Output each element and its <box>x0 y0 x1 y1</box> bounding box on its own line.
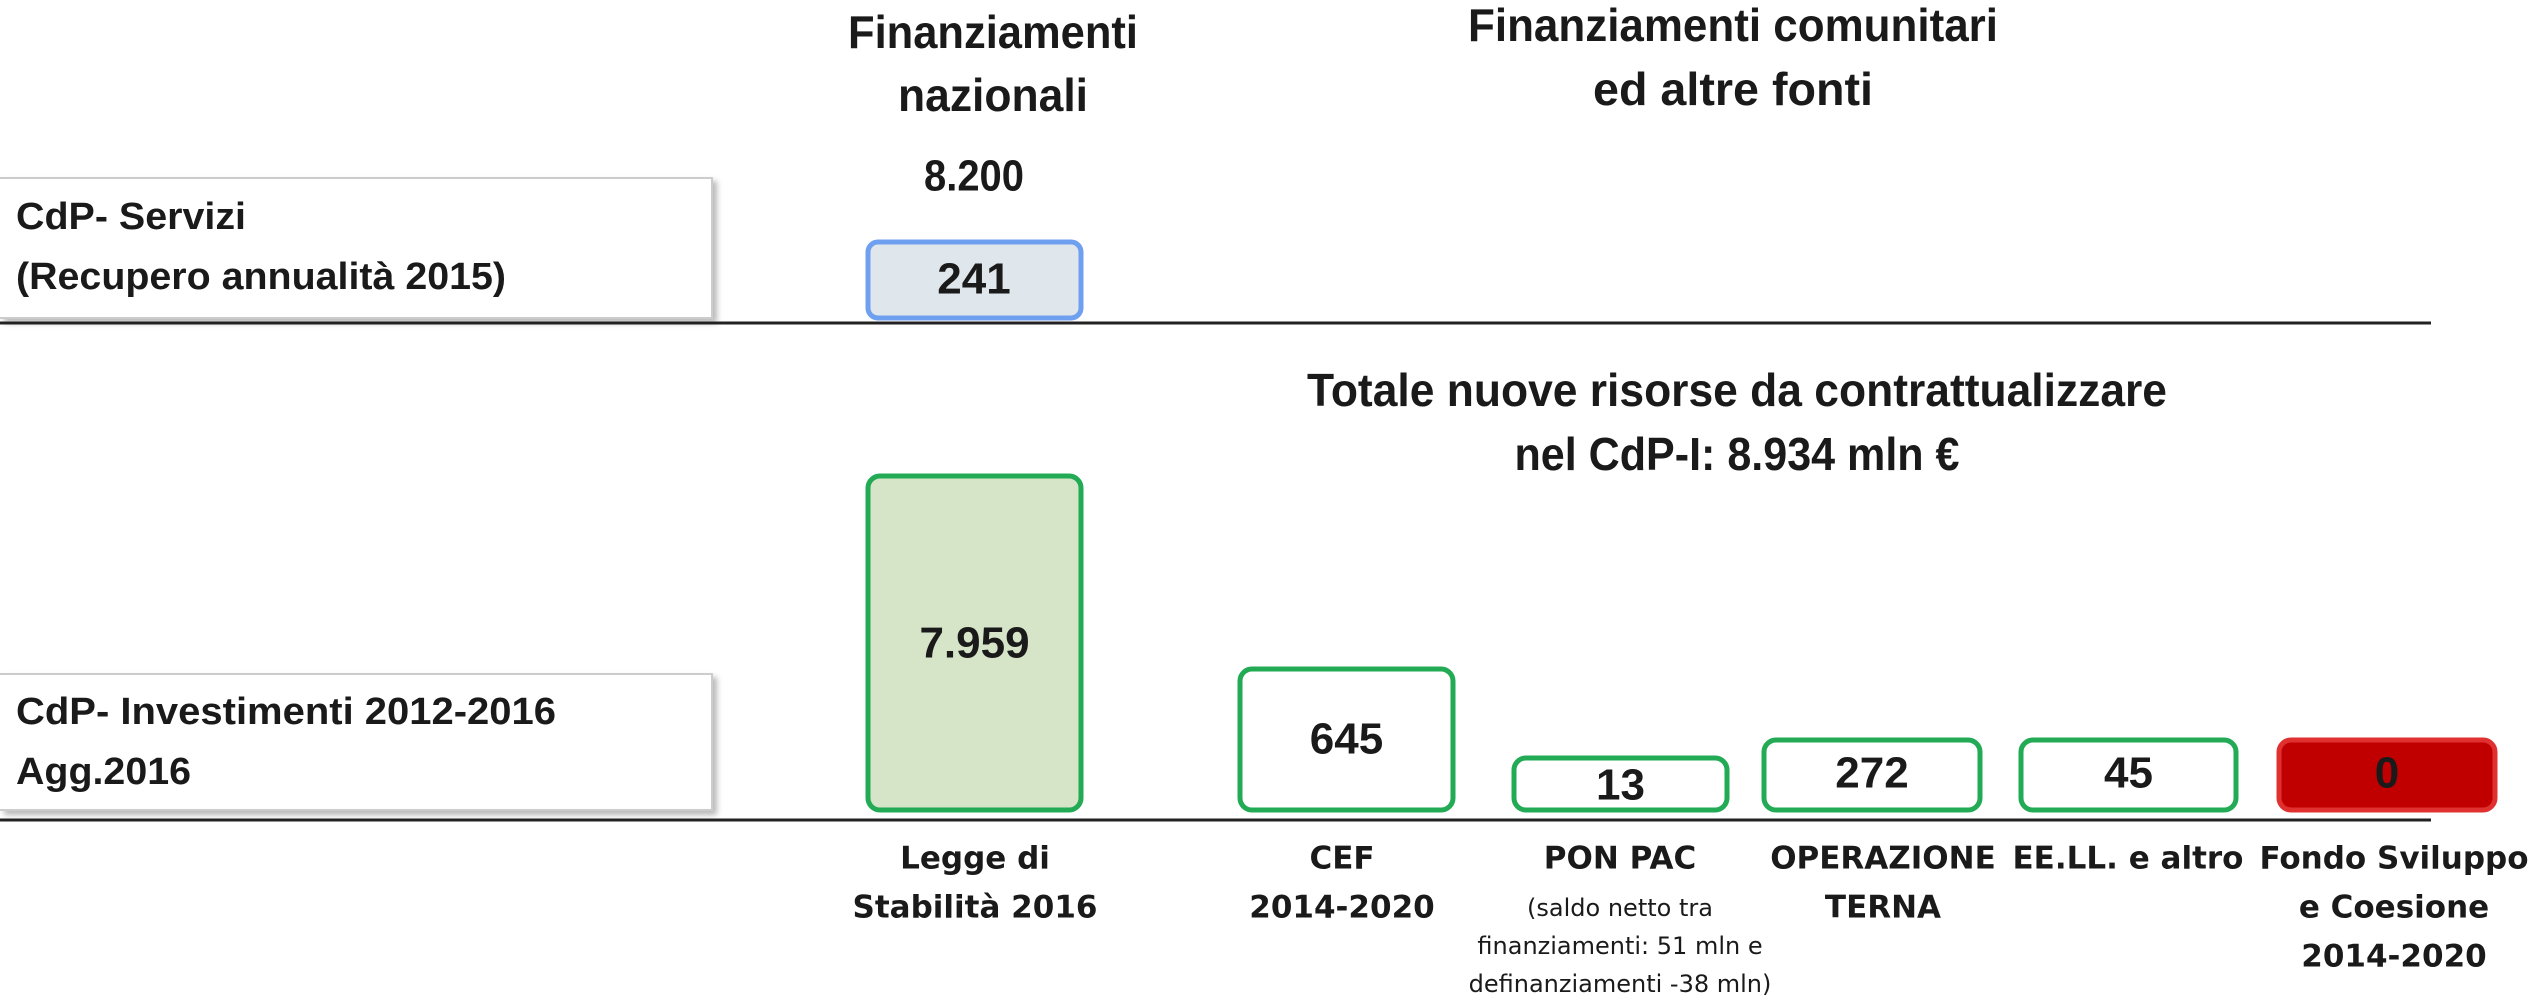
row-panel <box>0 673 713 811</box>
value-box <box>1511 755 1730 813</box>
total-title: nel CdP-I: 8.934 mln € <box>1515 428 1960 480</box>
box-caption: CEF <box>1309 841 1374 877</box>
value-box <box>1761 737 1983 813</box>
row-panel <box>0 177 713 319</box>
box-caption: e Coesione <box>2299 890 2489 926</box>
header: Finanziamenti <box>848 6 1138 58</box>
box-value: 13 <box>1596 761 1645 810</box>
box-value: 45 <box>2104 749 2153 798</box>
box-caption: TERNA <box>1825 890 1941 926</box>
total-value: 8.200 <box>924 152 1024 201</box>
total-title: Totale nuove risorse da contrattualizzar… <box>1307 364 2167 416</box>
box-caption: 2014-2020 <box>1249 890 1434 926</box>
header: Finanziamenti comunitari <box>1468 0 1998 51</box>
header: ed altre fonti <box>1593 63 1873 115</box>
value-box <box>1237 666 1456 813</box>
value-box <box>865 473 1084 813</box>
box-note: finanziamenti: 51 mln e <box>1477 932 1762 960</box>
box-note: definanziamenti -38 mln) <box>1469 970 1772 998</box>
box-value: 0 <box>2375 749 2399 798</box>
box-caption: Legge di <box>900 841 1050 877</box>
row-label: Agg.2016 <box>16 751 191 793</box>
box-caption: PON PAC <box>1544 841 1696 877</box>
box-caption: Fondo Sviluppo <box>2259 841 2528 877</box>
box-note: (saldo netto tra <box>1527 894 1713 922</box>
header: nazionali <box>898 69 1088 121</box>
box-value: 241 <box>937 255 1010 304</box>
box-caption: OPERAZIONE <box>1770 841 1996 877</box>
value-box <box>2018 737 2239 813</box>
box-value: 7.959 <box>919 619 1029 668</box>
box-value: 272 <box>1835 749 1908 798</box>
row-label: CdP- Servizi <box>16 196 246 238</box>
box-value: 645 <box>1310 715 1383 764</box>
value-box <box>2276 737 2498 813</box>
box-caption: 2014-2020 <box>2301 939 2486 975</box>
box-caption: EE.LL. e altro <box>2013 841 2244 877</box>
value-box <box>865 239 1084 321</box>
row-label: (Recupero annualità 2015) <box>16 256 506 298</box>
row-label: CdP- Investimenti 2012-2016 <box>16 691 556 733</box>
box-caption: Stabilità 2016 <box>853 890 1098 926</box>
